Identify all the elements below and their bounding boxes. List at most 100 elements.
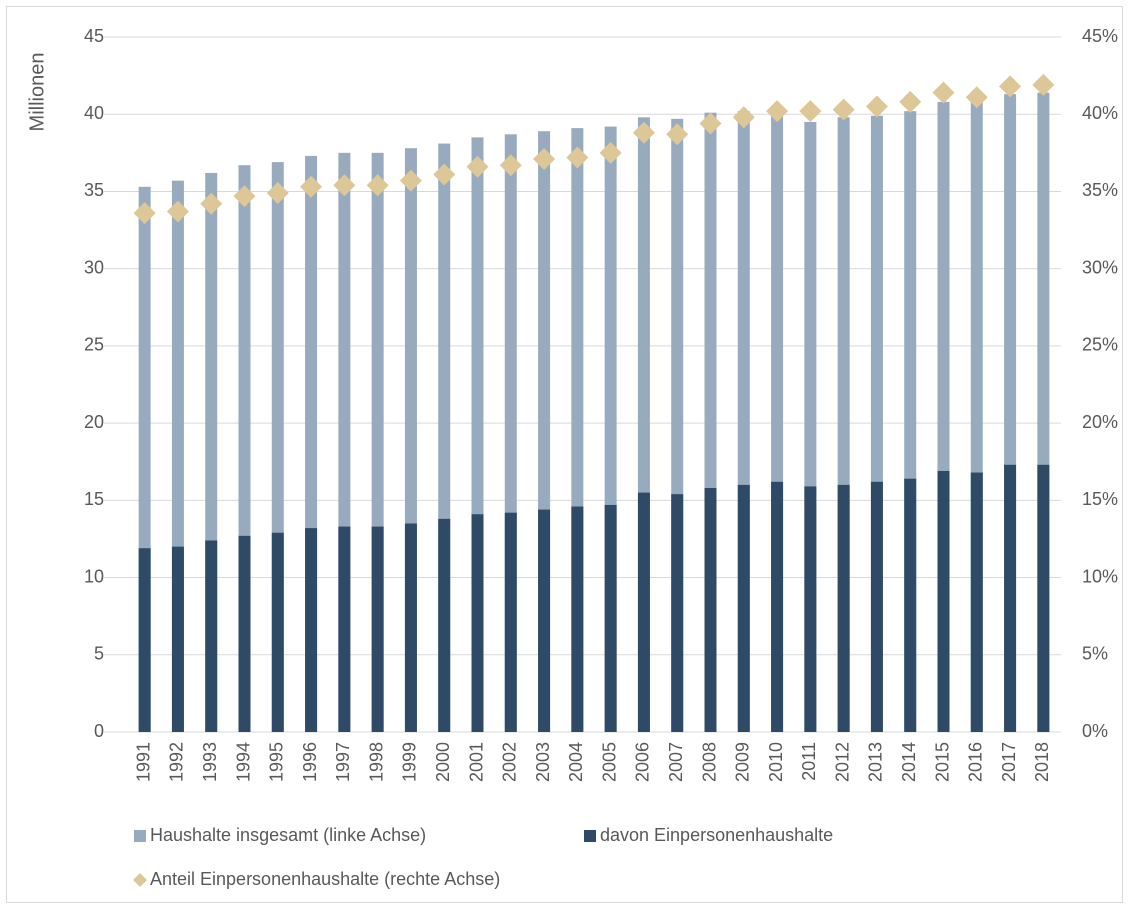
bar bbox=[138, 548, 151, 732]
y-tick-label: 0 bbox=[94, 721, 104, 741]
y-tick-label: 30 bbox=[84, 257, 104, 277]
y2-tick-label: 20% bbox=[1082, 412, 1118, 432]
y2-tick-label: 5% bbox=[1082, 644, 1108, 664]
chart-border bbox=[6, 6, 1123, 903]
bar bbox=[171, 546, 184, 732]
bar bbox=[205, 540, 218, 732]
bar bbox=[471, 514, 484, 732]
x-tick-label: 2000 bbox=[433, 742, 453, 782]
y-tick-label: 20 bbox=[84, 412, 104, 432]
diamond-marker bbox=[1032, 73, 1055, 96]
y2-tick-label: 40% bbox=[1082, 103, 1118, 123]
x-tick-label: 2008 bbox=[699, 742, 719, 782]
x-tick-label: 2012 bbox=[832, 742, 852, 782]
bar bbox=[504, 512, 517, 732]
diamond-marker bbox=[732, 106, 755, 129]
legend-swatch bbox=[584, 830, 596, 842]
y-tick-label: 15 bbox=[84, 489, 104, 509]
x-tick-label: 2015 bbox=[932, 742, 952, 782]
bar bbox=[338, 526, 351, 732]
diamond-marker bbox=[133, 202, 156, 225]
diamond-marker bbox=[632, 121, 655, 144]
bar bbox=[837, 484, 850, 732]
bar bbox=[704, 487, 717, 732]
bar bbox=[404, 523, 417, 732]
bar bbox=[1004, 464, 1017, 732]
diamond-marker bbox=[366, 174, 389, 197]
x-tick-label: 2003 bbox=[533, 742, 553, 782]
bar bbox=[604, 504, 617, 732]
legend-label: davon Einpersonenhaushalte bbox=[600, 825, 833, 845]
bar bbox=[238, 535, 251, 732]
diamond-marker bbox=[233, 185, 256, 208]
diamond-marker bbox=[433, 163, 456, 186]
bar bbox=[904, 478, 917, 732]
y-tick-label: 10 bbox=[84, 566, 104, 586]
x-tick-label: 2010 bbox=[766, 742, 786, 782]
y-tick-label: 45 bbox=[84, 26, 104, 46]
diamond-marker bbox=[666, 123, 689, 146]
diamond-marker bbox=[499, 154, 522, 177]
x-tick-label: 2006 bbox=[633, 742, 653, 782]
diamond-marker bbox=[932, 81, 955, 104]
x-tick-label: 1997 bbox=[333, 742, 353, 782]
x-tick-label: 1995 bbox=[267, 742, 287, 782]
x-tick-label: 2009 bbox=[733, 742, 753, 782]
diamond-marker bbox=[899, 90, 922, 113]
legend-swatch bbox=[134, 830, 146, 842]
diamond-marker bbox=[166, 200, 189, 223]
x-tick-label: 2002 bbox=[500, 742, 520, 782]
diamond-marker bbox=[566, 146, 589, 169]
x-tick-label: 1998 bbox=[366, 742, 386, 782]
x-tick-label: 2018 bbox=[1032, 742, 1052, 782]
bar bbox=[538, 509, 551, 732]
diamond-marker bbox=[865, 95, 888, 118]
y2-tick-label: 35% bbox=[1082, 180, 1118, 200]
diamond-marker bbox=[832, 98, 855, 121]
x-tick-label: 2017 bbox=[999, 742, 1019, 782]
bar bbox=[804, 486, 817, 732]
bar bbox=[371, 526, 384, 732]
x-tick-label: 2011 bbox=[799, 742, 819, 781]
x-tick-label: 2005 bbox=[599, 742, 619, 782]
x-tick-label: 1993 bbox=[200, 742, 220, 782]
y-tick-label: 40 bbox=[84, 103, 104, 123]
y2-tick-label: 10% bbox=[1082, 566, 1118, 586]
y2-tick-label: 45% bbox=[1082, 26, 1118, 46]
x-tick-label: 2016 bbox=[966, 742, 986, 782]
bar bbox=[571, 506, 584, 732]
y-tick-label: 35 bbox=[84, 180, 104, 200]
bar bbox=[305, 528, 318, 732]
x-tick-label: 2004 bbox=[566, 742, 586, 782]
bar bbox=[870, 481, 883, 732]
bar bbox=[271, 532, 284, 732]
diamond-marker bbox=[766, 100, 789, 123]
diamond-marker bbox=[300, 175, 323, 198]
diamond-marker bbox=[399, 169, 422, 192]
bar bbox=[637, 492, 650, 732]
legend-swatch bbox=[133, 873, 147, 887]
bar bbox=[937, 470, 950, 732]
x-tick-label: 2013 bbox=[866, 742, 886, 782]
x-tick-label: 1999 bbox=[400, 742, 420, 782]
diamond-marker bbox=[266, 181, 289, 204]
diamond-marker bbox=[333, 174, 356, 197]
diamond-marker bbox=[965, 86, 988, 109]
bar bbox=[737, 484, 750, 732]
x-tick-label: 2007 bbox=[666, 742, 686, 782]
diamond-marker bbox=[200, 192, 223, 215]
diamond-marker bbox=[699, 112, 722, 135]
y2-tick-label: 15% bbox=[1082, 489, 1118, 509]
legend-label: Haushalte insgesamt (linke Achse) bbox=[150, 825, 426, 845]
legend-label: Anteil Einpersonenhaushalte (rechte Achs… bbox=[150, 869, 500, 889]
x-tick-label: 1991 bbox=[133, 742, 153, 782]
diamond-marker bbox=[533, 148, 556, 171]
diamond-marker bbox=[999, 75, 1022, 98]
y2-tick-label: 30% bbox=[1082, 257, 1118, 277]
x-tick-label: 1996 bbox=[300, 742, 320, 782]
diamond-marker bbox=[799, 100, 822, 123]
bar bbox=[438, 518, 451, 732]
bar bbox=[671, 494, 684, 732]
x-tick-label: 1994 bbox=[233, 742, 253, 782]
